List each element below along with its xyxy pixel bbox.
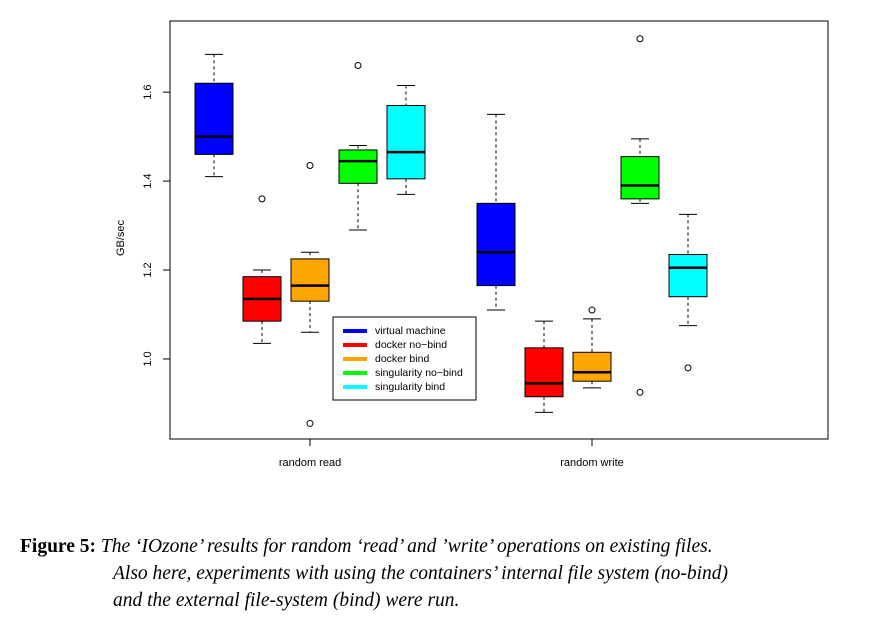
plot-frame	[169, 20, 829, 440]
box-4-0	[386, 104, 426, 180]
x-tick-label: random read	[279, 457, 341, 469]
y-tick-label: 1.6	[142, 85, 154, 100]
outlier-point	[588, 306, 596, 314]
y-axis-label: GB/sec	[115, 219, 127, 256]
legend-label: docker no−bind	[375, 339, 447, 351]
box-3-0	[338, 149, 378, 184]
outlier-point	[636, 35, 644, 43]
x-tick-label: random write	[560, 457, 624, 469]
figure-caption: Figure 5: The ‘IOzone’ results for rando…	[20, 533, 860, 614]
y-tick-label: 1.2	[142, 262, 154, 277]
box-2-1	[572, 351, 612, 382]
box-0-0	[194, 82, 234, 155]
legend-label: singularity no−bind	[375, 367, 463, 379]
caption-line-1: The ‘IOzone’ results for random ‘read’ a…	[100, 536, 713, 557]
outlier-point	[306, 419, 314, 427]
box-1-1	[524, 347, 564, 398]
outlier-point	[636, 388, 644, 396]
legend-label: docker bind	[375, 353, 429, 365]
legend-label: virtual machine	[375, 325, 446, 337]
boxplot-chart: 1.0 1.2 1.4 1.6 GB/sec random read random writ…	[115, 20, 829, 469]
caption-line-2: Also here, experiments with using the co…	[113, 563, 729, 584]
outlier-point	[684, 364, 692, 372]
caption-line-3: and the external file-system (bind) were…	[113, 590, 460, 611]
outlier-point	[306, 162, 314, 170]
box-2-0	[290, 258, 330, 302]
box-4-1	[668, 253, 708, 298]
y-tick-label: 1.4	[142, 173, 154, 188]
legend-label: singularity bind	[375, 381, 445, 393]
caption-label: Figure 5:	[20, 536, 97, 557]
outlier-point	[354, 61, 362, 69]
box-0-1	[476, 202, 516, 287]
outlier-point	[258, 195, 266, 203]
box-3-1	[620, 156, 660, 200]
y-tick-label: 1.0	[142, 351, 154, 366]
